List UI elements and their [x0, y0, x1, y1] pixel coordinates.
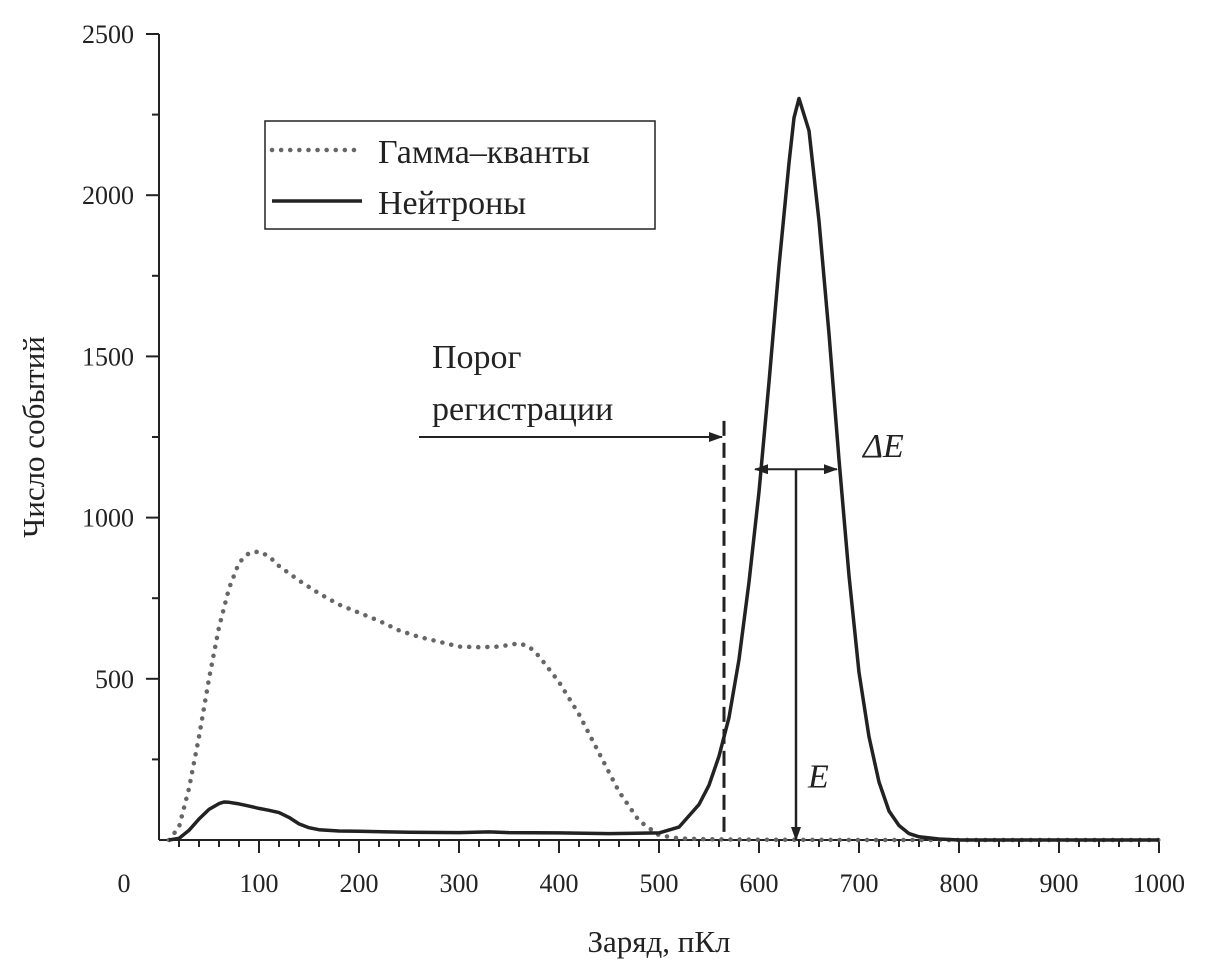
- x-ticks: 100 200 300 400 500 600 700 800 900 1000: [178, 840, 1185, 898]
- x-tick-label: 900: [1040, 869, 1079, 898]
- x-tick-label: 300: [440, 869, 479, 898]
- peak-width-label: ΔE: [861, 428, 904, 465]
- y-tick-label: 1500: [82, 342, 134, 371]
- legend-label-neutron: Нейтроны: [378, 185, 526, 222]
- peak-energy-label: E: [807, 759, 829, 796]
- y-tick-label: 2500: [82, 20, 134, 49]
- x-tick-label: 700: [840, 869, 879, 898]
- legend-label-gamma: Гамма–кванты: [378, 134, 590, 171]
- y-tick-label: 1000: [82, 504, 134, 533]
- y-axis-title: Число событий: [16, 336, 51, 538]
- x-tick-label: 600: [740, 869, 779, 898]
- x-tick-label: 800: [940, 869, 979, 898]
- series-line-neutron: [168, 96, 1159, 842]
- legend: Гамма–кванты Нейтроны: [264, 120, 656, 230]
- x-tick-label: 100: [240, 869, 279, 898]
- x-tick-label: 400: [540, 869, 579, 898]
- threshold-label-line2: регистрации: [432, 391, 613, 428]
- series-line-gamma: [166, 549, 1162, 843]
- threshold-label-line1: Порог: [432, 339, 522, 376]
- y-tick-label: 500: [95, 665, 134, 694]
- x-tick-label: 500: [640, 869, 679, 898]
- x-tick-label: 200: [340, 869, 379, 898]
- x-axis-title: Заряд, пКл: [587, 924, 730, 959]
- y-ticks: 500 1000 1500 2000 2500: [82, 20, 159, 761]
- x-tick-label: 1000: [1133, 869, 1185, 898]
- legend-box: [264, 120, 656, 230]
- y-tick-label: 2000: [82, 181, 134, 210]
- origin-label: 0: [118, 869, 131, 898]
